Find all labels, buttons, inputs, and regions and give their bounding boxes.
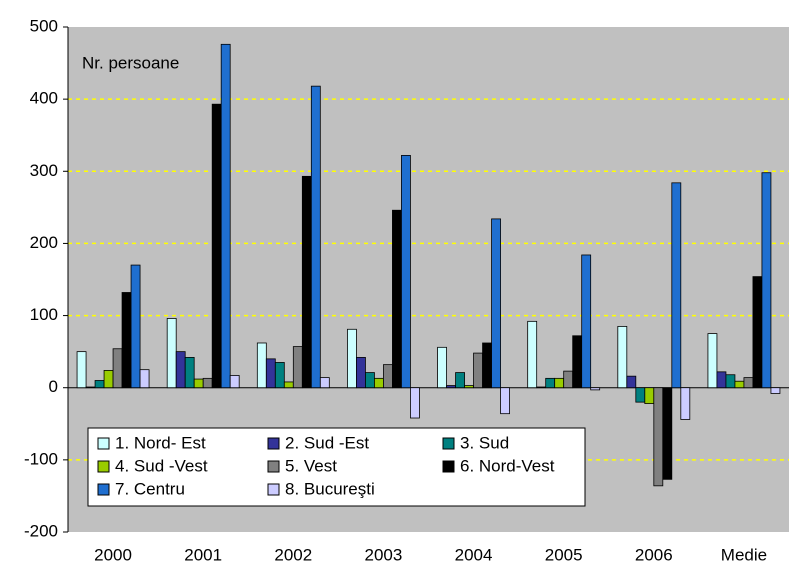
legend-swatch	[97, 437, 110, 450]
bar	[770, 387, 781, 394]
bar	[644, 387, 655, 404]
bar	[482, 342, 492, 389]
bar	[662, 387, 673, 480]
bar	[374, 377, 384, 389]
bar	[365, 372, 375, 389]
x-tick-label: 2003	[365, 545, 403, 564]
bar	[130, 264, 141, 389]
bar	[301, 175, 312, 389]
bar	[274, 362, 285, 389]
bar	[347, 328, 357, 389]
bar	[103, 369, 114, 389]
legend-box	[87, 427, 586, 507]
bar	[139, 369, 150, 389]
legend-label: 1. Nord- Est	[115, 433, 206, 452]
x-tick-label: 2004	[455, 545, 493, 564]
bar	[410, 387, 420, 419]
x-tick-label: Medie	[721, 545, 767, 564]
legend-swatch	[97, 483, 110, 496]
x-tick-label: 2005	[545, 545, 583, 564]
bar	[220, 43, 231, 389]
bar	[536, 386, 547, 389]
y-tick-label: -200	[24, 521, 58, 540]
bar	[76, 351, 87, 389]
bar	[175, 351, 186, 389]
bar	[680, 387, 691, 420]
x-tick-label: 2002	[274, 545, 312, 564]
bar	[292, 346, 303, 389]
bar	[761, 172, 772, 389]
bar	[319, 377, 330, 389]
bar	[707, 333, 718, 389]
bar	[202, 377, 213, 389]
bar	[734, 380, 745, 389]
bar	[283, 381, 294, 389]
bar	[94, 380, 105, 389]
y-tick-label: 300	[30, 161, 58, 180]
bar	[491, 218, 501, 389]
bar	[256, 342, 267, 389]
legend-swatch	[97, 460, 110, 473]
legend-label: 2. Sud -Est	[285, 433, 369, 452]
legend-label: 4. Sud -Vest	[115, 456, 208, 475]
legend-label: 8. Bucureşti	[285, 479, 375, 498]
bar	[211, 103, 222, 389]
bar	[572, 335, 583, 389]
y-tick-label: -100	[24, 449, 58, 468]
bar	[527, 320, 538, 389]
y-tick-label: 0	[49, 377, 58, 396]
y-tick-label: 100	[30, 305, 58, 324]
bar	[752, 276, 763, 389]
bar	[617, 325, 628, 389]
bar	[401, 155, 411, 389]
x-tick-label: 2001	[184, 545, 222, 564]
bar	[121, 292, 132, 389]
bar	[356, 357, 366, 389]
bar	[716, 371, 727, 389]
bar	[112, 348, 123, 389]
bar	[265, 358, 276, 389]
bar	[85, 386, 96, 389]
bar	[725, 374, 736, 389]
bar	[563, 370, 574, 389]
legend-swatch	[267, 483, 280, 496]
y-tick-label: 400	[30, 89, 58, 108]
bar	[671, 182, 682, 389]
bar	[581, 254, 592, 389]
legend-swatch	[267, 437, 280, 450]
y-tick-label: 200	[30, 233, 58, 252]
bar	[383, 364, 393, 389]
bar	[455, 372, 465, 389]
legend-label: 5. Vest	[285, 456, 337, 475]
y-tick-label: 500	[30, 16, 58, 35]
legend-label: 6. Nord-Vest	[460, 456, 555, 475]
legend-swatch	[267, 460, 280, 473]
x-tick-label: 2000	[94, 545, 132, 564]
legend-swatch	[442, 460, 455, 473]
bar	[166, 318, 177, 389]
annotation: Nr. persoane	[82, 53, 179, 72]
bar	[446, 385, 456, 389]
bar	[229, 375, 240, 389]
x-tick-label: 2006	[635, 545, 673, 564]
bar	[193, 378, 204, 389]
bar	[392, 209, 402, 389]
legend-swatch	[442, 437, 455, 450]
bar	[437, 346, 447, 389]
bar	[653, 387, 664, 487]
bar	[554, 377, 565, 389]
bar	[545, 377, 556, 389]
bar	[310, 85, 321, 389]
bar	[500, 387, 510, 415]
bar	[590, 387, 601, 391]
bar	[473, 352, 483, 389]
legend-label: 7. Centru	[115, 479, 185, 498]
bar	[464, 385, 474, 389]
legend-label: 3. Sud	[460, 433, 509, 452]
bar	[743, 377, 754, 389]
bar	[635, 387, 646, 403]
bar	[184, 357, 195, 389]
bar	[626, 375, 637, 389]
